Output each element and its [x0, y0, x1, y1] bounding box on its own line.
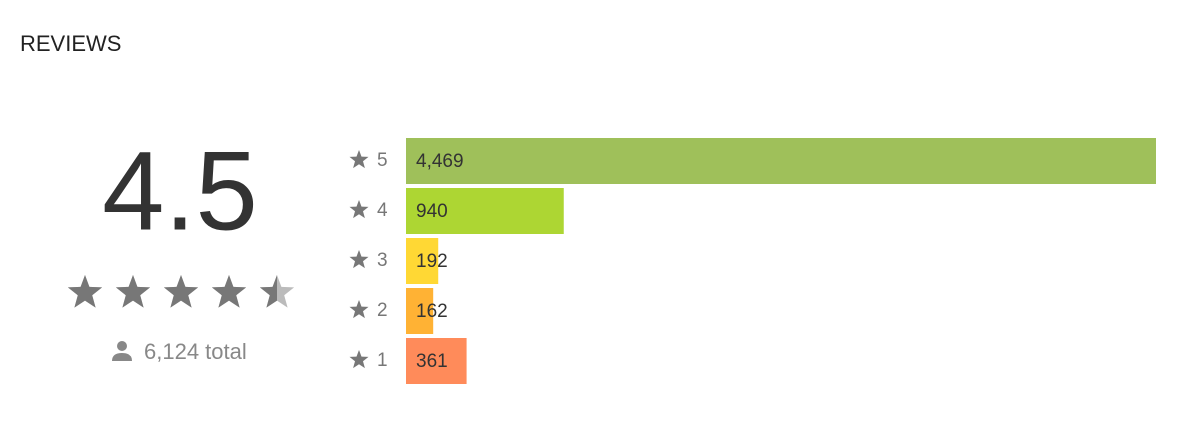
category-label: 4: [377, 200, 388, 221]
value-label: 4,469: [416, 151, 464, 172]
rating-star: [163, 275, 199, 308]
bar: [406, 238, 439, 284]
category-label: 3: [377, 250, 388, 271]
value-label: 361: [416, 351, 448, 372]
section-title: REVIEWS: [20, 31, 121, 56]
value-label: 162: [416, 301, 448, 322]
person-icon: [112, 341, 132, 361]
rating-star: [115, 275, 151, 308]
value-label: 940: [416, 201, 448, 222]
total-count: 6,124 total: [144, 339, 247, 364]
bar: [406, 138, 1156, 184]
star-icon: [349, 200, 369, 219]
star-icon: [349, 350, 369, 369]
star-icon: [349, 150, 369, 169]
rating-score: 4.5: [102, 129, 258, 254]
star-icon: [349, 300, 369, 319]
value-label: 192: [416, 251, 448, 272]
rating-star: [211, 275, 247, 308]
rating-star: [259, 275, 277, 308]
bar: [406, 188, 564, 234]
category-label: 1: [377, 350, 388, 371]
category-label: 5: [377, 150, 388, 171]
category-label: 2: [377, 300, 388, 321]
bar: [406, 288, 434, 334]
star-icon: [349, 250, 369, 269]
rating-star: [67, 275, 103, 308]
bar: [406, 338, 467, 384]
